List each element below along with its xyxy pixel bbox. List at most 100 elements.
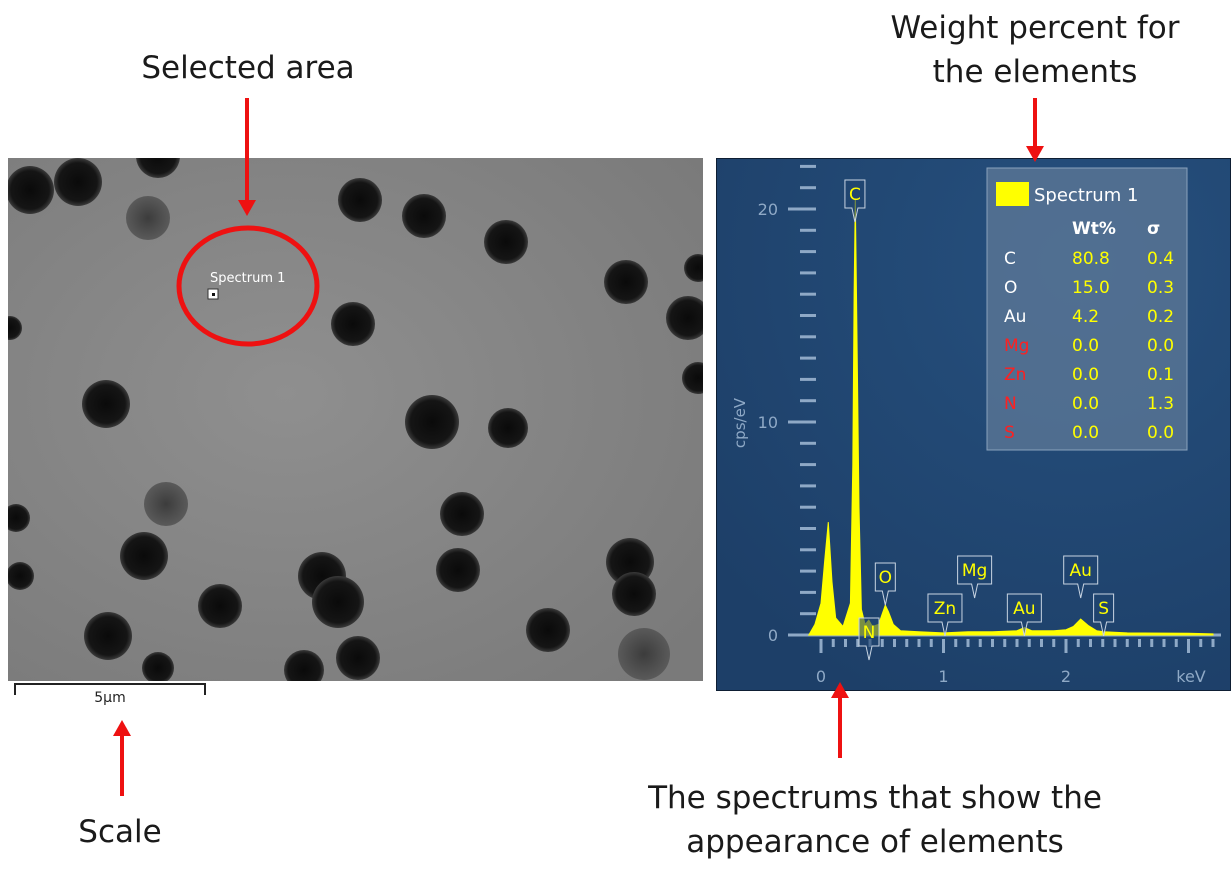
svg-text:S: S <box>1004 423 1015 443</box>
weight-percent-arrow <box>1026 98 1044 162</box>
pore <box>604 260 648 304</box>
pore <box>526 608 570 652</box>
pore <box>82 380 130 428</box>
pore <box>8 316 22 340</box>
legend-col-wt: Wt% <box>1072 219 1116 239</box>
pore <box>144 482 188 526</box>
peak-label-au: Au <box>1006 593 1042 637</box>
svg-text:4.2: 4.2 <box>1072 307 1099 327</box>
svg-text:0.0: 0.0 <box>1072 336 1099 356</box>
scale-arrow <box>113 720 131 796</box>
pore <box>405 395 459 449</box>
legend-row-mg: Mg 0.0 0.0 <box>1004 336 1174 356</box>
weight-percent-label-line2: the elements <box>932 54 1138 90</box>
legend-row-au: Au 4.2 0.2 <box>1004 307 1174 327</box>
eds-spectrum-panel: 0 10 20 0 1 2 C N O Zn Mg Au Au S cps/eV keV Spectr… <box>716 158 1231 691</box>
svg-text:1.3: 1.3 <box>1147 394 1174 414</box>
weight-percent-label-line1: Weight percent for <box>890 10 1180 46</box>
x-axis-unit: keV <box>1176 667 1206 686</box>
pore <box>666 296 703 340</box>
legend-box: Spectrum 1 Wt% σ C 80.8 0.4 O 15.0 0.3 Au 4.2 0.… <box>986 167 1188 451</box>
svg-text:N: N <box>1004 394 1017 414</box>
pore <box>684 254 703 282</box>
legend-col-sigma: σ <box>1147 219 1160 239</box>
svg-text:C: C <box>1004 249 1016 269</box>
pores <box>8 158 703 681</box>
pore <box>54 158 102 206</box>
pore <box>284 650 324 681</box>
pore <box>440 492 484 536</box>
svg-text:0.0: 0.0 <box>1147 423 1174 443</box>
svg-text:Mg: Mg <box>962 561 987 581</box>
y-tick-label: 0 <box>768 626 778 645</box>
svg-text:Au: Au <box>1004 307 1026 327</box>
svg-text:0.1: 0.1 <box>1147 365 1174 385</box>
svg-text:15.0: 15.0 <box>1072 278 1110 298</box>
peak-label-zn: Zn <box>927 593 963 637</box>
scale-bar-label: 5µm <box>94 690 126 706</box>
peak-label-s: S <box>1093 593 1115 637</box>
pore <box>142 652 174 681</box>
legend-swatch <box>996 182 1029 206</box>
pore <box>126 196 170 240</box>
svg-text:O: O <box>1004 278 1017 298</box>
pore <box>8 166 54 214</box>
pore <box>120 532 168 580</box>
legend-rows: C 80.8 0.4 O 15.0 0.3 Au 4.2 0.2 Mg 0.0 0.0 Zn 0.0 0.1… <box>1004 249 1174 443</box>
peak-label-n: N <box>858 617 880 661</box>
svg-text:O: O <box>879 568 892 588</box>
svg-text:S: S <box>1098 599 1109 619</box>
svg-text:0.0: 0.0 <box>1072 423 1099 443</box>
legend-series-name: Spectrum 1 <box>1034 185 1138 206</box>
svg-text:Au: Au <box>1013 599 1035 619</box>
pore <box>8 504 30 532</box>
spectrums-arrow <box>831 682 849 758</box>
pore <box>136 158 180 178</box>
svg-text:Au: Au <box>1069 561 1091 581</box>
svg-text:0.0: 0.0 <box>1072 394 1099 414</box>
scale-bar <box>14 683 206 695</box>
pore <box>618 628 670 680</box>
svg-text:0.3: 0.3 <box>1147 278 1174 298</box>
spectrum-series-area <box>807 198 1214 636</box>
legend-row-zn: Zn 0.0 0.1 <box>1004 365 1174 385</box>
svg-text:0.2: 0.2 <box>1147 307 1174 327</box>
peak-label-o: O <box>874 562 896 606</box>
spectrum-1-label: Spectrum 1 <box>210 271 285 286</box>
peak-label-c: C <box>844 179 866 223</box>
pore <box>402 194 446 238</box>
y-axis-label: cps/eV <box>731 397 749 448</box>
sem-micrograph: Spectrum 1 <box>8 158 703 681</box>
legend-row-c: C 80.8 0.4 <box>1004 249 1174 269</box>
pore <box>436 548 480 592</box>
spectrums-label-line2: appearance of elements <box>686 824 1064 860</box>
pore <box>682 362 703 394</box>
legend-row-o: O 15.0 0.3 <box>1004 278 1174 298</box>
spectrums-label-line1: The spectrums that show the <box>648 780 1102 816</box>
y-tick-label: 10 <box>758 413 778 432</box>
svg-text:80.8: 80.8 <box>1072 249 1110 269</box>
svg-text:Zn: Zn <box>1004 365 1026 385</box>
pore <box>84 612 132 660</box>
svg-text:N: N <box>863 623 876 643</box>
y-tick-label: 20 <box>758 200 778 219</box>
svg-text:0.0: 0.0 <box>1072 365 1099 385</box>
legend-row-s: S 0.0 0.0 <box>1004 423 1174 443</box>
pore <box>338 178 382 222</box>
pore <box>331 302 375 346</box>
svg-text:Mg: Mg <box>1004 336 1029 356</box>
pore <box>312 576 364 628</box>
legend-row-n: N 0.0 1.3 <box>1004 394 1174 414</box>
scale-annotation-label: Scale <box>78 814 162 850</box>
peak-label-au: Au <box>1063 555 1099 599</box>
pore <box>488 408 528 448</box>
pore <box>484 220 528 264</box>
x-tick-label: 0 <box>816 667 826 686</box>
y-axis: 0 10 20 <box>758 164 816 645</box>
selected-area-label: Selected area <box>141 50 355 86</box>
pore <box>612 572 656 616</box>
peak-label-mg: Mg <box>957 555 993 599</box>
svg-text:0.4: 0.4 <box>1147 249 1174 269</box>
svg-text:0.0: 0.0 <box>1147 336 1174 356</box>
svg-text:Zn: Zn <box>934 599 956 619</box>
